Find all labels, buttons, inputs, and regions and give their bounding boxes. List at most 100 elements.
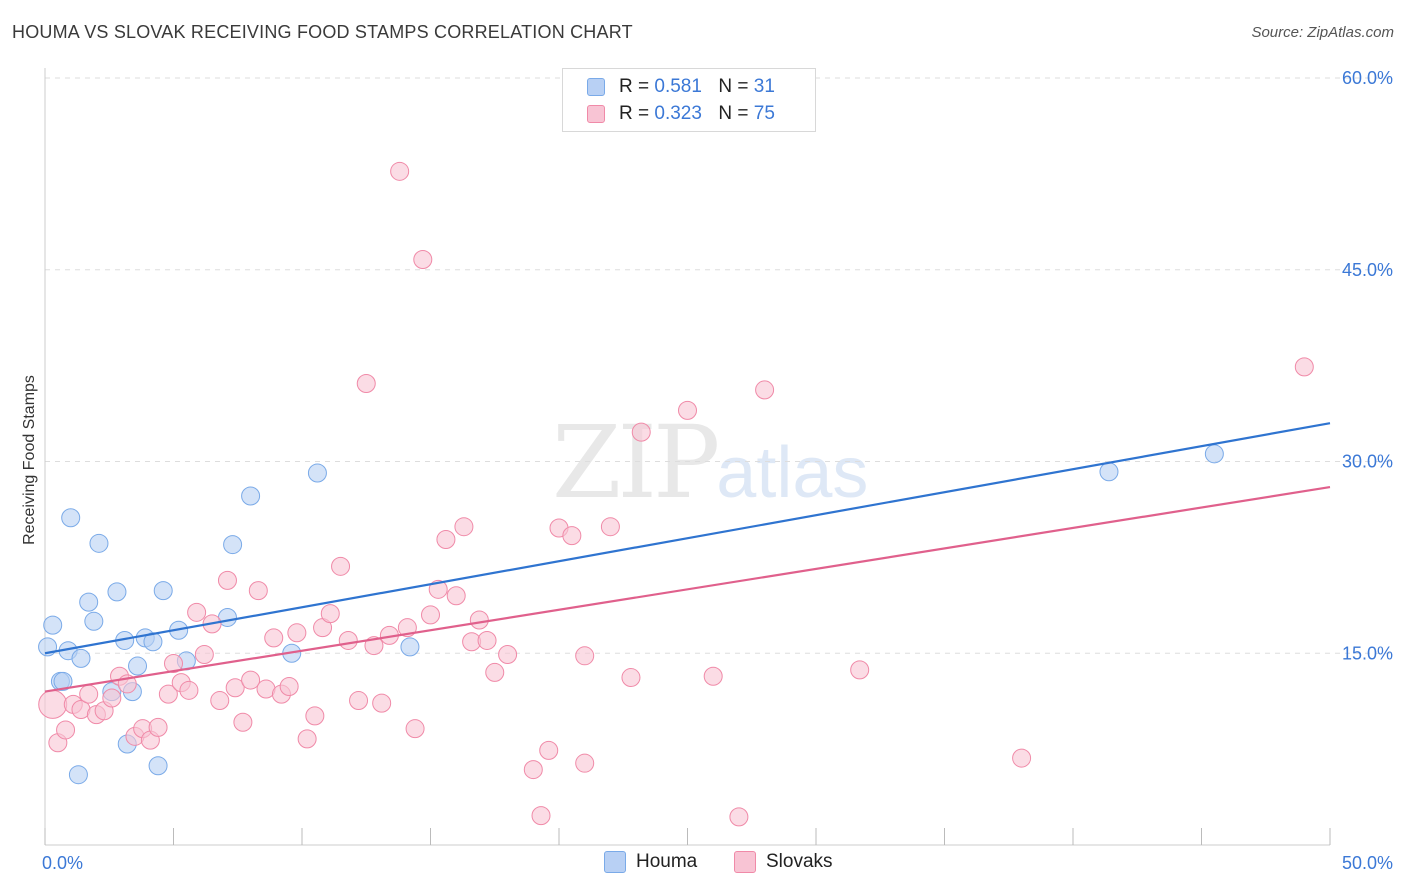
houma-legend-swatch [604, 851, 626, 873]
slovaks-point-5 [79, 684, 99, 704]
slovaks-legend-label: Slovaks [766, 851, 833, 872]
slovaks-point-8 [102, 688, 122, 708]
slovaks-n-label: N = [718, 103, 749, 124]
slovaks-point-58 [523, 760, 543, 780]
slovaks-point-42 [372, 693, 392, 713]
houma-point-20 [153, 581, 173, 601]
houma-r-value: 0.581 [654, 76, 702, 97]
houma-point-30 [1204, 444, 1224, 464]
slovaks-point-70 [729, 807, 749, 827]
slovaks-point-33 [297, 729, 317, 749]
slovaks-point-37 [331, 556, 351, 576]
slovaks-point-60 [539, 740, 559, 760]
slovaks-point-29 [264, 628, 284, 648]
houma-point-27 [307, 463, 327, 483]
slovaks-point-16 [164, 653, 183, 673]
houma-r-label: R = [619, 76, 650, 97]
slovaks-point-50 [436, 529, 456, 549]
bottom-legend-houma: Houma [604, 851, 697, 873]
slovaks-point-44 [390, 161, 410, 181]
slovaks-point-65 [600, 517, 620, 537]
source-label: Source: ZipAtlas.com [1251, 24, 1394, 41]
slovaks-point-56 [485, 662, 505, 682]
slovaks-point-63 [575, 646, 595, 666]
slovaks-point-26 [241, 670, 261, 690]
slovaks-point-66 [621, 668, 641, 688]
slovaks-trend-line [44, 485, 1331, 693]
slovaks-swatch [587, 105, 605, 123]
slovaks-point-18 [179, 680, 199, 700]
houma-point-16 [128, 656, 148, 676]
slovaks-point-51 [446, 586, 466, 606]
slovaks-point-47 [413, 250, 433, 270]
slovaks-point-14 [148, 717, 168, 737]
slovaks-r-value: 0.323 [654, 103, 702, 124]
houma-point-5 [61, 508, 81, 528]
slovaks-point-64 [575, 753, 595, 773]
slovaks-point-40 [356, 374, 376, 394]
slovaks-point-15 [158, 684, 178, 704]
slovaks-point-25 [233, 712, 253, 732]
slovaks-point-68 [678, 400, 697, 420]
houma-point-3 [53, 671, 73, 691]
slovaks-point-23 [217, 570, 237, 590]
houma-point-10 [89, 533, 109, 553]
slovaks-point-62 [562, 526, 582, 546]
slovaks-n-value: 75 [753, 103, 775, 124]
slovaks-point-54 [469, 610, 489, 630]
slovaks-point-41 [364, 636, 384, 656]
y-tick-label-1: 30.0% [1342, 452, 1393, 472]
slovaks-point-2 [56, 720, 76, 740]
slovaks-point-73 [1012, 748, 1032, 768]
slovaks-point-67 [631, 422, 651, 442]
y-tick-label-0: 15.0% [1342, 643, 1393, 663]
slovaks-point-27 [248, 581, 268, 601]
slovaks-point-71 [755, 380, 775, 400]
y-tick-label-2: 45.0% [1342, 260, 1393, 280]
slovaks-point-59 [531, 806, 551, 826]
houma-n-value: 31 [753, 76, 775, 97]
slovaks-legend-swatch [734, 851, 756, 873]
slovaks-point-24 [225, 678, 245, 698]
houma-legend-label: Houma [636, 851, 698, 872]
houma-point-1 [43, 615, 63, 635]
slovaks-point-55 [477, 630, 497, 650]
houma-point-18 [143, 632, 163, 652]
slovaks-point-38 [338, 630, 358, 650]
legend-row-slovaks: R = 0.323 N = 75 [587, 102, 775, 126]
slovaks-point-49 [428, 579, 448, 599]
slovaks-point-32 [287, 623, 307, 643]
houma-point-8 [79, 592, 99, 612]
slovaks-point-19 [187, 602, 207, 622]
slovaks-point-34 [305, 706, 325, 726]
houma-n-label: N = [718, 76, 749, 97]
houma-point-25 [241, 486, 261, 506]
slovaks-point-20 [194, 645, 214, 665]
slovaks-point-46 [405, 719, 425, 739]
slovaks-point-52 [454, 517, 474, 537]
houma-swatch [587, 78, 605, 96]
slovaks-point-57 [498, 645, 518, 665]
houma-point-9 [84, 611, 104, 631]
houma-point-19 [148, 756, 168, 776]
slovaks-point-0 [38, 689, 68, 719]
slovaks-r-label: R = [619, 103, 650, 124]
slovaks-point-69 [703, 666, 723, 686]
houma-trend-line [44, 422, 1331, 655]
slovaks-point-31 [279, 676, 299, 696]
x-tick-label-1: 50.0% [1342, 853, 1393, 873]
houma-point-7 [68, 765, 88, 785]
watermark: ZIPatlas [552, 404, 869, 521]
y-tick-label-3: 60.0% [1342, 68, 1393, 88]
houma-point-6 [71, 648, 91, 668]
legend-row-houma: R = 0.581 N = 31 [587, 75, 775, 99]
chart-title: HOUMA VS SLOVAK RECEIVING FOOD STAMPS CO… [12, 22, 633, 42]
houma-point-29 [1099, 462, 1119, 482]
slovaks-point-39 [349, 691, 369, 711]
slovaks-point-74 [1294, 357, 1314, 377]
houma-point-28 [400, 637, 420, 657]
slovaks-point-48 [421, 605, 440, 625]
bottom-legend-slovaks: Slovaks [734, 851, 833, 873]
slovaks-point-22 [210, 691, 230, 711]
